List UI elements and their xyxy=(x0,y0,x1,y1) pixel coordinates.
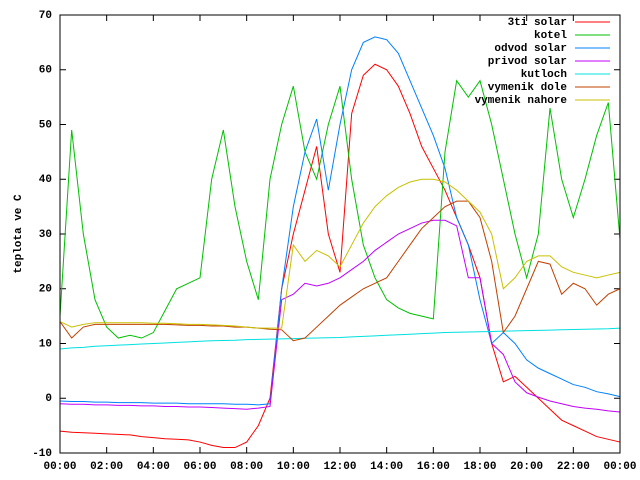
y-tick-label: 10 xyxy=(39,338,52,350)
x-tick-label: 12:00 xyxy=(323,461,356,473)
x-tick-label: 10:00 xyxy=(277,461,310,473)
y-tick-label: 60 xyxy=(39,65,52,77)
x-tick-label: 14:00 xyxy=(370,461,403,473)
plot-border xyxy=(59,14,621,454)
x-tick-label: 18:00 xyxy=(463,461,496,473)
x-tick-label: 16:00 xyxy=(417,461,450,473)
series-line xyxy=(59,36,621,406)
series-line xyxy=(59,79,621,339)
y-tick-label: 0 xyxy=(45,393,52,405)
x-tick-label: 00:00 xyxy=(43,461,76,473)
legend-label: kutloch xyxy=(521,69,567,81)
x-tick-label: 06:00 xyxy=(183,461,216,473)
x-tick-label: 08:00 xyxy=(230,461,263,473)
legend-label: privod solar xyxy=(488,56,567,68)
y-tick-label: 30 xyxy=(39,229,52,241)
x-tick-label: 00:00 xyxy=(603,461,636,473)
x-tick-label: 02:00 xyxy=(90,461,123,473)
y-tick-label: 70 xyxy=(39,10,52,22)
series-line xyxy=(59,200,621,342)
y-tick-label: -10 xyxy=(32,448,52,460)
legend-label: kotel xyxy=(534,30,567,42)
legend-label: vymenik nahore xyxy=(475,95,568,107)
y-axis-label: teplota ve C xyxy=(13,194,25,274)
legend-label: odvod solar xyxy=(494,43,567,55)
series-line xyxy=(59,327,621,350)
y-tick-label: 50 xyxy=(39,119,52,131)
series-line xyxy=(59,178,621,329)
x-tick-label: 22:00 xyxy=(557,461,590,473)
x-tick-label: 04:00 xyxy=(137,461,170,473)
x-tick-label: 20:00 xyxy=(510,461,543,473)
legend-label: vymenik dole xyxy=(488,82,568,94)
series-line xyxy=(59,63,621,449)
series-line xyxy=(59,219,621,413)
y-tick-label: 20 xyxy=(39,284,52,296)
legend-label: 3ti solar xyxy=(508,17,567,29)
y-tick-label: 40 xyxy=(39,174,52,186)
